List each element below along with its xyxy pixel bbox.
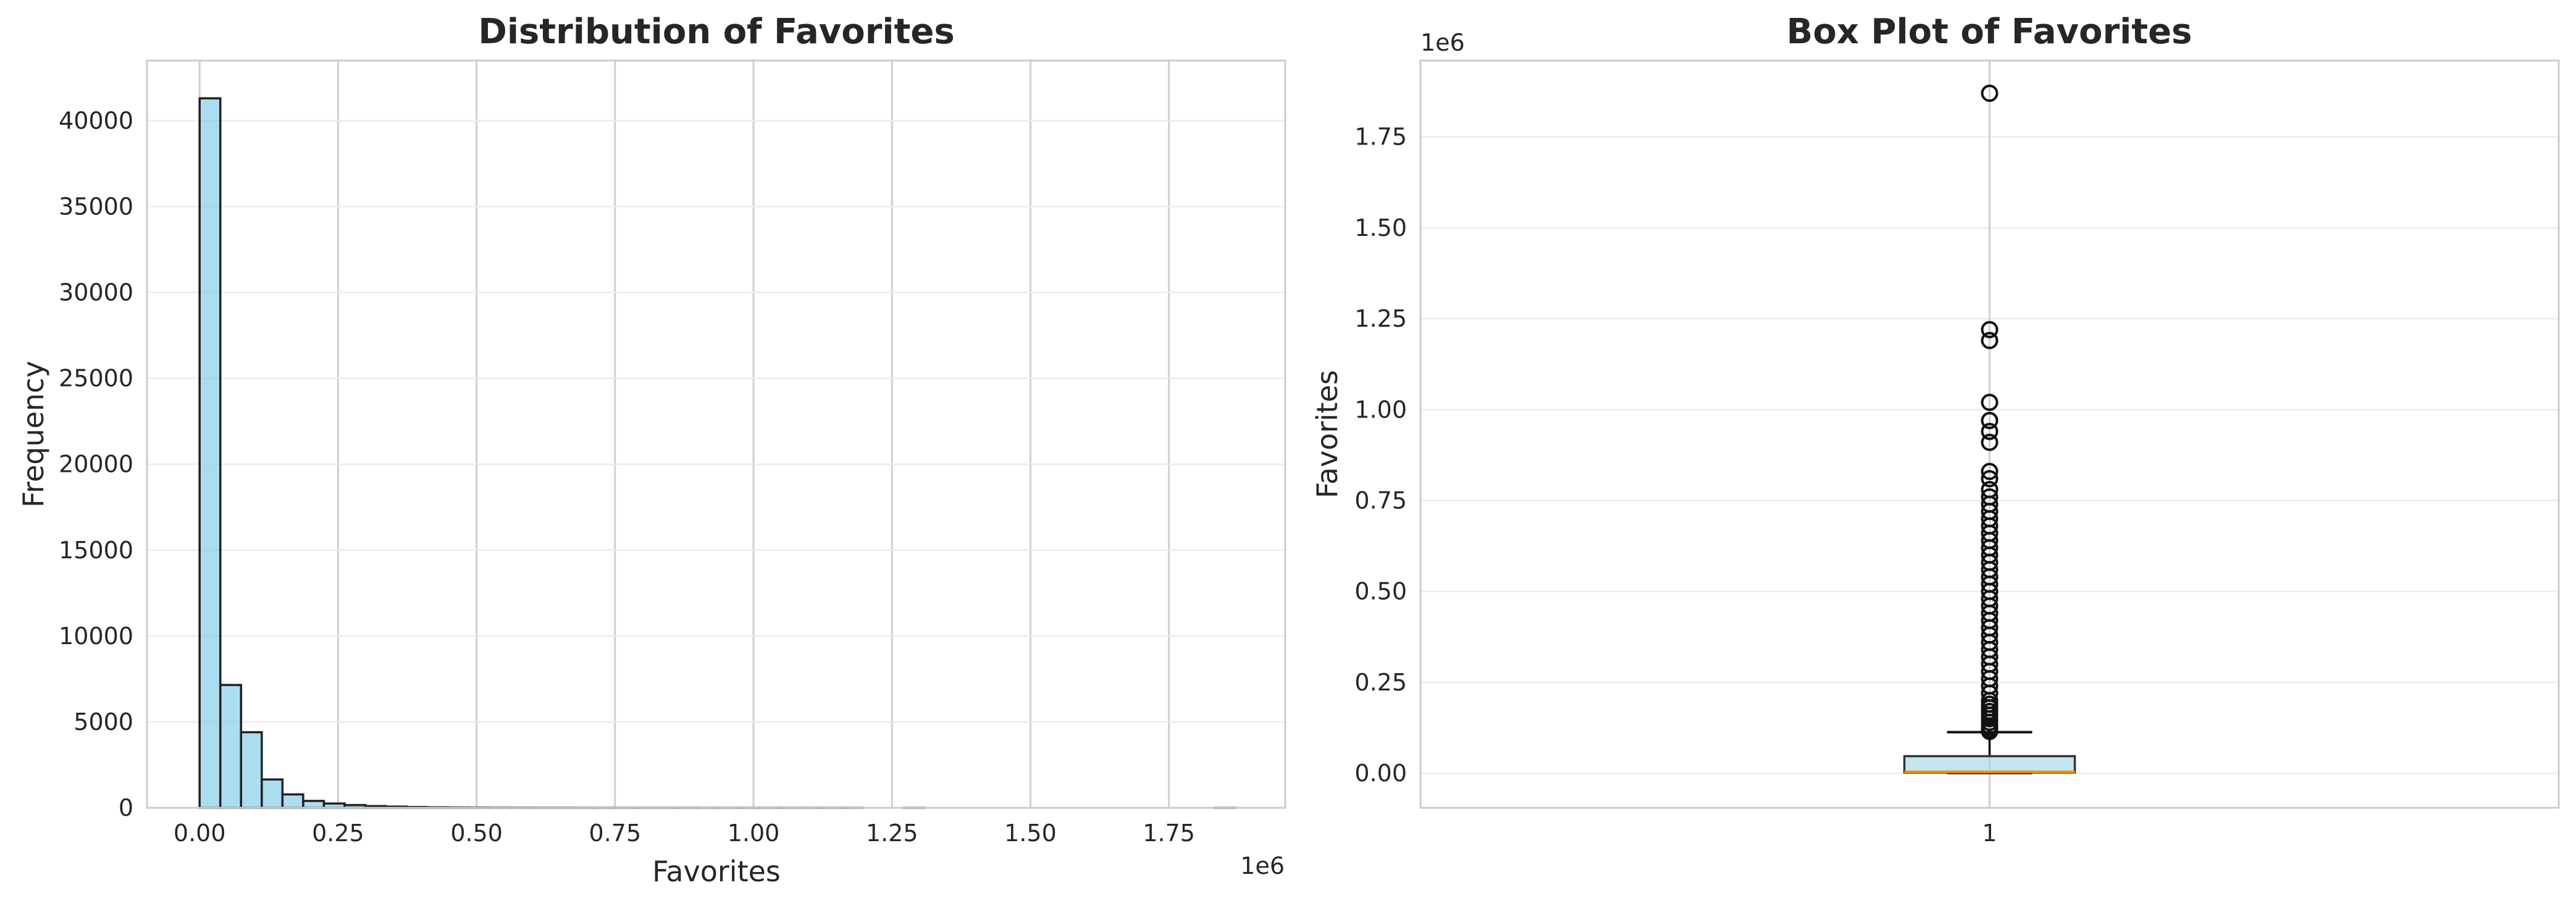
box-plot-y-tick-label: 1.25	[1354, 305, 1407, 332]
box-plot-y-tick-label: 1.50	[1354, 214, 1407, 241]
histogram-x-axis-label: Favorites	[652, 855, 781, 888]
box-plot-outlier-point	[1981, 463, 1999, 480]
box-plot-frame	[1419, 59, 2560, 809]
box-plot-outlier-point	[1981, 393, 1999, 411]
box-plot-outlier-point	[1981, 321, 1999, 338]
histogram-y-tick-label: 0	[119, 794, 133, 821]
box-plot-outlier-point	[1981, 434, 1999, 451]
histogram-x-tick-label: 1.00	[728, 820, 780, 847]
box-plot-y-tick-label: 0.50	[1354, 578, 1407, 605]
histogram-y-tick-labels: 0 5000 10000 15000 20000 25000 30000 35000 40000	[59, 107, 133, 821]
box-plot-title: Box Plot of Favorites	[1787, 12, 2192, 52]
box-plot-chart: 0.00 0.25 0.50 0.75 1.00 1.25 1.50 1.75 1 Box P…	[1311, 12, 2560, 847]
box-plot-y-tick-label: 0.00	[1354, 760, 1407, 787]
histogram-chart: 0.00 0.25 0.50 0.75 1.00 1.25 1.50 1.75 0 5000 10…	[17, 12, 1286, 888]
histogram-y-tick-label: 20000	[59, 451, 133, 478]
box-plot-y-tick-labels: 0.00 0.25 0.50 0.75 1.00 1.25 1.50 1.75	[1354, 124, 1407, 787]
histogram-x-tick-label: 0.50	[450, 820, 503, 847]
box-plot-y-tick-label: 1.00	[1354, 396, 1407, 423]
histogram-x-tick-label: 1.50	[1004, 820, 1057, 847]
histogram-y-tick-label: 35000	[59, 193, 133, 220]
box-plot-y-tick-label: 0.25	[1354, 669, 1407, 696]
histogram-bar	[302, 800, 325, 809]
box-plot-x-tick-label: 1	[1982, 820, 1997, 847]
histogram-x-tick-labels: 0.00 0.25 0.50 0.75 1.00 1.25 1.50 1.75	[174, 820, 1195, 847]
histogram-y-tick-label: 5000	[73, 708, 133, 736]
histogram-y-tick-label: 40000	[59, 107, 133, 134]
box-plot-outlier-point	[1981, 332, 1999, 350]
histogram-y-tick-label: 15000	[59, 537, 133, 564]
histogram-bar	[261, 778, 284, 809]
histogram-bar	[219, 684, 243, 809]
box-plot-outlier-point	[1981, 723, 1999, 740]
histogram-x-tick-label: 1.75	[1143, 820, 1195, 847]
histogram-bar	[240, 731, 263, 809]
box-plot-y-tick-label: 1.75	[1354, 124, 1407, 151]
histogram-y-tick-label: 25000	[59, 365, 133, 392]
box-plot-outlier-point	[1981, 411, 1999, 429]
box-plot-outlier-point	[1981, 422, 1999, 440]
box-plot-box	[1903, 755, 2076, 774]
histogram-x-offset-label: 1e6	[1240, 852, 1285, 879]
histogram-bar	[281, 793, 304, 809]
histogram-x-tick-label: 1.25	[866, 820, 918, 847]
box-plot-y-axis-label: Favorites	[1311, 370, 1344, 498]
histogram-x-tick-label: 0.75	[589, 820, 642, 847]
histogram-title: Distribution of Favorites	[478, 12, 954, 52]
histogram-y-axis-label: Frequency	[17, 361, 50, 508]
histogram-y-tick-label: 10000	[59, 623, 133, 650]
box-plot-x-tick-labels: 1	[1982, 820, 1997, 847]
histogram-gridlines	[147, 61, 1285, 809]
box-plot-body	[1903, 731, 2076, 774]
histogram-x-tick-label: 0.25	[312, 820, 364, 847]
histogram-bar	[198, 97, 222, 809]
histogram-x-tick-label: 0.00	[174, 820, 226, 847]
histogram-plot-frame	[146, 59, 1286, 809]
box-plot-outliers	[1981, 84, 1999, 740]
box-plot-outlier-point	[1981, 470, 1999, 488]
histogram-y-tick-label: 30000	[59, 279, 133, 306]
box-plot-y-tick-label: 0.75	[1354, 487, 1407, 514]
box-plot-outlier-point	[1981, 84, 1999, 102]
box-plot-y-offset-label: 1e6	[1420, 29, 1465, 56]
